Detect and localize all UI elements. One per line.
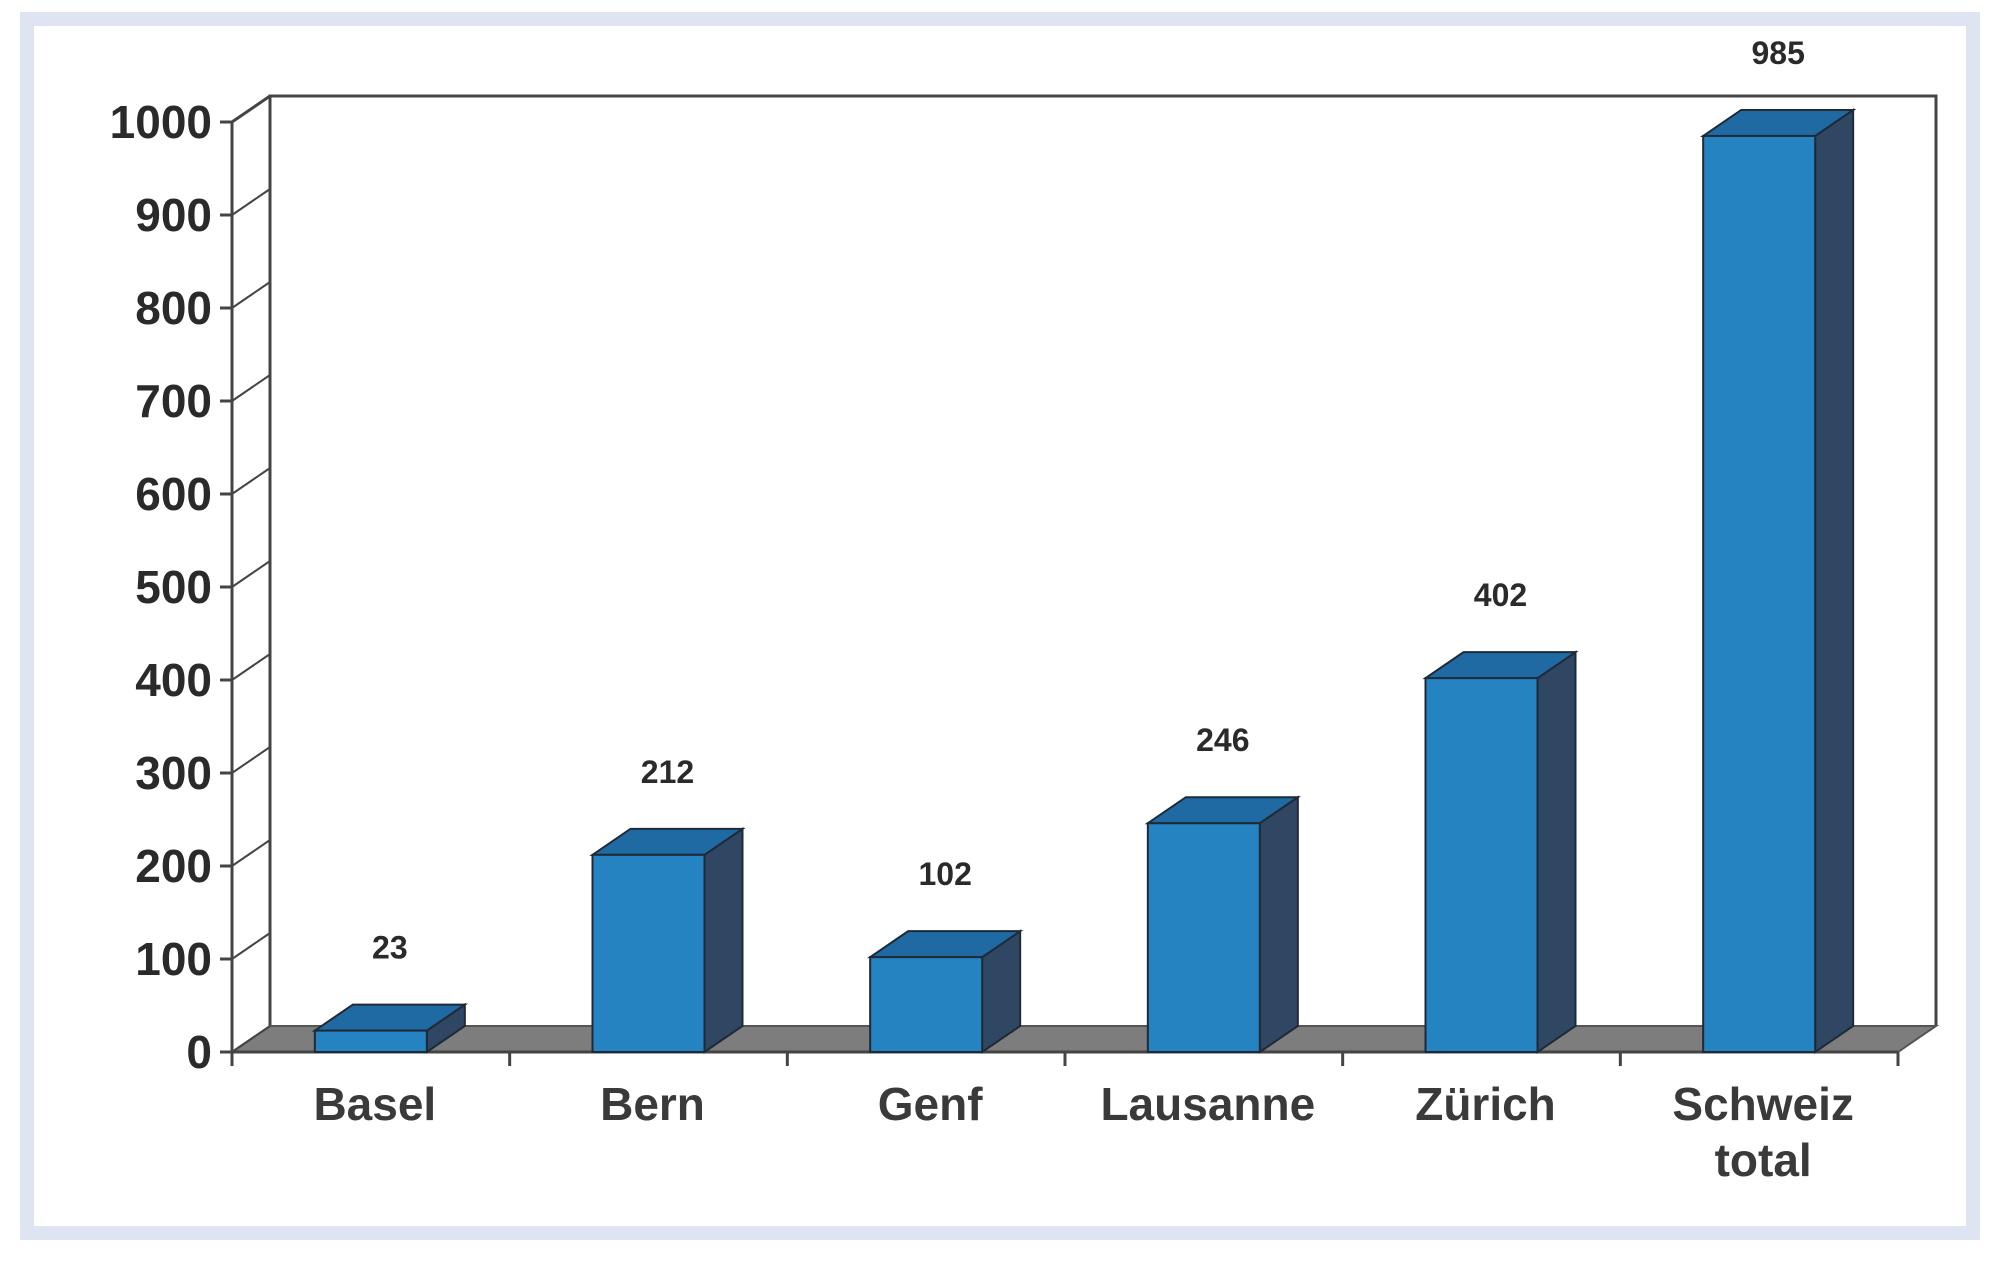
x-category-label: Bern [600, 1078, 705, 1130]
y-tick-depth [231, 374, 271, 402]
y-tick-label: 900 [135, 189, 212, 241]
y-tick-label: 800 [135, 282, 212, 334]
y-tick-depth [231, 560, 271, 588]
y-tick-depth [231, 653, 271, 681]
bar-front [1424, 677, 1539, 1053]
bar-front [313, 1029, 428, 1053]
bar-side [1814, 108, 1855, 1054]
x-category-label: Lausanne [1100, 1078, 1315, 1130]
data-label: 246 [1196, 722, 1249, 758]
bar-side [1258, 795, 1299, 1054]
y-tick-depth [231, 1025, 271, 1053]
y-tick-label: 300 [135, 747, 212, 799]
y-tick-depth [231, 95, 271, 123]
y-tick-label: 600 [135, 468, 212, 520]
data-label: 23 [372, 930, 408, 966]
y-tick-label: 0 [186, 1026, 212, 1078]
y-tick-label: 400 [135, 654, 212, 706]
chart-floor [228, 1025, 1940, 1053]
bar-front [1702, 134, 1817, 1053]
x-category-label: total [1715, 1134, 1812, 1186]
data-label: 402 [1474, 577, 1527, 613]
bar-front [591, 853, 706, 1054]
y-tick-label: 200 [135, 840, 212, 892]
bar-2 [866, 929, 1024, 1054]
bar-5 [1699, 108, 1857, 1054]
data-label: 985 [1751, 35, 1804, 71]
bar-side [1536, 650, 1577, 1054]
data-label: 212 [641, 754, 694, 790]
bar-0 [311, 1002, 469, 1054]
y-tick-label: 700 [135, 375, 212, 427]
bar-side [703, 826, 744, 1054]
y-tick-depth [231, 467, 271, 495]
y-tick-depth [231, 746, 271, 774]
bar-front [1146, 822, 1261, 1053]
back-wall [268, 94, 1938, 1026]
y-tick-depth [231, 932, 271, 960]
bar-4 [1422, 650, 1579, 1054]
y-tick-label: 100 [135, 933, 212, 985]
y-tick-label: 1000 [110, 96, 212, 148]
x-category-label: Schweiz [1672, 1078, 1854, 1130]
x-category-label: Genf [878, 1078, 983, 1130]
x-category-label: Basel [313, 1078, 436, 1130]
bar-3 [1144, 795, 1302, 1054]
x-category-label: Zürich [1415, 1078, 1556, 1130]
y-tick-depth [231, 839, 271, 867]
y-tick-depth [231, 281, 271, 309]
y-tick-depth [231, 188, 271, 216]
y-tick-label: 500 [135, 561, 212, 613]
data-label: 102 [918, 856, 971, 892]
bar-1 [589, 826, 746, 1054]
bar-front [869, 956, 984, 1054]
